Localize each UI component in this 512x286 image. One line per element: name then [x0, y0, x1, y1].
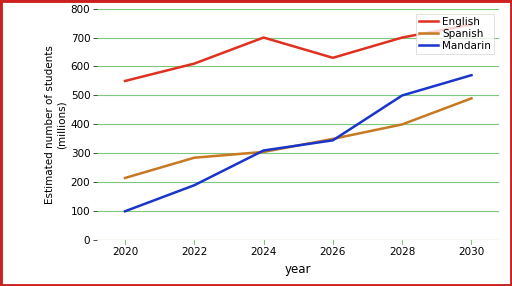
Spanish [330, 137, 336, 141]
Mandarin [399, 94, 406, 97]
Spanish [399, 123, 406, 126]
English [468, 23, 475, 26]
Spanish [261, 150, 267, 154]
Line: Spanish: Spanish [125, 98, 472, 178]
Y-axis label: Estimated number of students
(millions): Estimated number of students (millions) [45, 45, 67, 204]
English [330, 56, 336, 59]
English [261, 36, 267, 39]
Mandarin [330, 139, 336, 142]
Line: English: English [125, 25, 472, 81]
English [122, 79, 128, 83]
Spanish [122, 176, 128, 180]
Spanish [468, 97, 475, 100]
Legend: English, Spanish, Mandarin: English, Spanish, Mandarin [416, 14, 494, 54]
Mandarin [261, 149, 267, 152]
Spanish [191, 156, 197, 159]
Mandarin [468, 74, 475, 77]
English [191, 62, 197, 65]
English [399, 36, 406, 39]
Mandarin [122, 210, 128, 213]
Mandarin [191, 184, 197, 187]
X-axis label: year: year [285, 263, 311, 276]
Line: Mandarin: Mandarin [125, 75, 472, 211]
